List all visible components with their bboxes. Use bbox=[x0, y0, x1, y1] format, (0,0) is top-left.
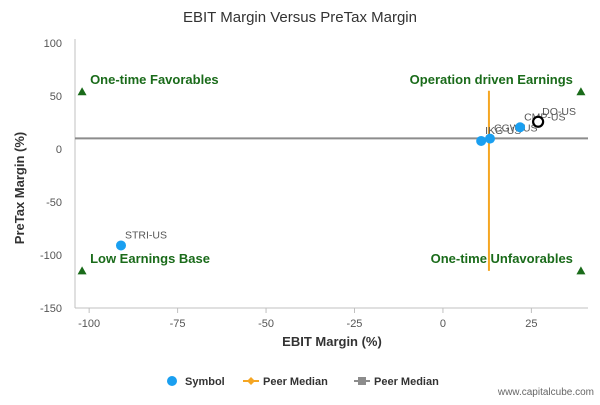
y-tick-label: -50 bbox=[46, 197, 62, 209]
y-tick-label: 50 bbox=[50, 91, 62, 103]
data-point-highlighted[interactable] bbox=[532, 115, 545, 128]
legend-item[interactable]: Symbol bbox=[167, 376, 225, 388]
data-point[interactable] bbox=[115, 240, 126, 251]
y-tick-label: 100 bbox=[44, 38, 62, 50]
x-tick-label: 0 bbox=[440, 318, 446, 330]
x-axis-label: EBIT Margin (%) bbox=[282, 334, 382, 349]
y-tick-label: -100 bbox=[40, 250, 62, 262]
legend-label: Peer Median bbox=[374, 376, 439, 388]
x-tick-label: -100 bbox=[78, 318, 100, 330]
x-tick-label: 25 bbox=[525, 318, 537, 330]
legend-item[interactable]: Peer Median bbox=[354, 376, 439, 388]
legend-label: Peer Median bbox=[263, 376, 328, 388]
corner-label: One-time Unfavorables bbox=[431, 251, 573, 266]
x-tick-label: -50 bbox=[258, 318, 274, 330]
corner-triangle-marker bbox=[77, 87, 87, 96]
data-point-label: DO-US bbox=[542, 106, 576, 118]
corner-label: Operation driven Earnings bbox=[410, 72, 573, 87]
credit-text: www.capitalcube.com bbox=[497, 387, 594, 398]
corner-label: Low Earnings Base bbox=[90, 251, 210, 266]
data-point[interactable] bbox=[476, 135, 487, 146]
chart-title: EBIT Margin Versus PreTax Margin bbox=[183, 9, 417, 26]
corner-label: One-time Favorables bbox=[90, 72, 219, 87]
legend[interactable]: Symbol Peer Median Peer Median bbox=[167, 376, 439, 388]
peer-median-lines bbox=[75, 90, 588, 271]
y-axis-label: PreTax Margin (%) bbox=[12, 132, 27, 244]
x-tick-label: -25 bbox=[347, 318, 363, 330]
y-tick-label: 0 bbox=[56, 144, 62, 156]
data-point-label: STRI-US bbox=[125, 229, 167, 241]
y-tick-label: -150 bbox=[40, 303, 62, 315]
legend-item[interactable]: Peer Median bbox=[243, 376, 328, 388]
data-point[interactable] bbox=[484, 133, 495, 144]
corner-markers: One-time Favorables Operation driven Earn… bbox=[77, 72, 586, 275]
legend-diamond-icon bbox=[247, 377, 255, 385]
corner-triangle-marker bbox=[77, 266, 87, 275]
legend-square-icon bbox=[358, 377, 366, 385]
x-tick-label: -75 bbox=[170, 318, 186, 330]
corner-triangle-marker bbox=[576, 266, 586, 275]
corner-triangle-marker bbox=[576, 87, 586, 96]
axes: -100 -75 -50 -25 0 25 -150 -100 -50 0 50 100 bbox=[40, 38, 588, 330]
legend-label: Symbol bbox=[185, 376, 225, 388]
data-point-label: IKG-US bbox=[485, 125, 521, 137]
legend-symbol-icon bbox=[167, 376, 177, 386]
data-point[interactable] bbox=[515, 122, 526, 133]
